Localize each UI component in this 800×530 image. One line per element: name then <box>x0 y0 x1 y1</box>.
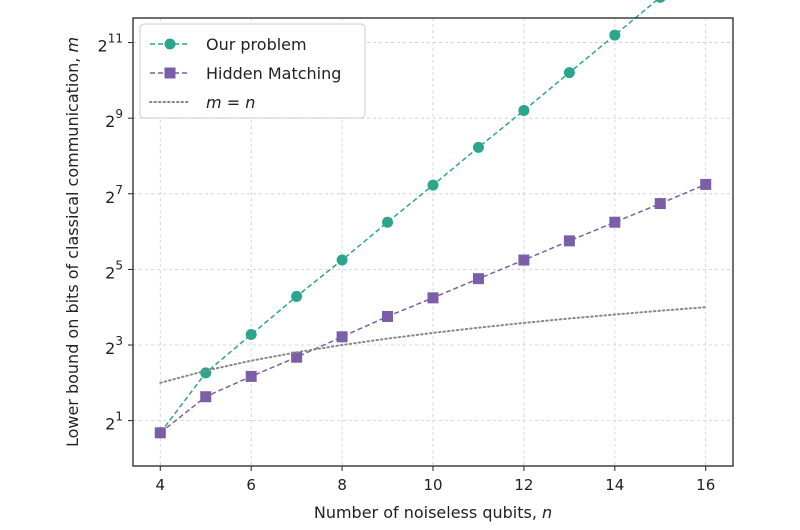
legend-entry-hidden-matching: Hidden Matching <box>150 64 341 83</box>
data-point-hidden-matching <box>382 310 394 322</box>
y-tick-label: 211 <box>98 32 123 56</box>
x-axis-title: Number of noiseless qubits, n <box>314 503 552 522</box>
data-point-our-problem <box>382 216 394 228</box>
axis-ticks: 4 6 8 10 12 14 16 21 23 25 27 29 211 <box>98 32 716 494</box>
x-tick-label: 8 <box>337 476 347 494</box>
data-point-hidden-matching <box>472 273 484 285</box>
y-axis-title-text: Lower bound on bits of classical communi… <box>63 53 82 448</box>
data-point-our-problem <box>245 329 257 341</box>
data-point-our-problem <box>655 0 666 3</box>
data-point-hidden-matching <box>518 254 530 266</box>
data-point-hidden-matching <box>609 216 621 228</box>
x-axis-title-variable: n <box>542 503 552 522</box>
x-tick-label: 10 <box>423 476 442 494</box>
data-point-hidden-matching <box>563 235 575 247</box>
x-tick-label: 4 <box>155 476 165 494</box>
legend-label-hidden-matching: Hidden Matching <box>206 64 341 83</box>
data-point-our-problem <box>563 67 575 79</box>
series-line-m-n <box>159 306 707 384</box>
y-axis-title: Lower bound on bits of classical communi… <box>63 37 82 447</box>
data-point-hidden-matching <box>154 427 166 439</box>
data-point-hidden-matching <box>291 351 303 363</box>
x-tick-label: 6 <box>246 476 256 494</box>
legend-box <box>139 23 366 119</box>
data-point-hidden-matching <box>700 178 712 190</box>
data-point-our-problem <box>609 29 621 41</box>
y-tick-label: 29 <box>105 107 123 131</box>
x-tick-label: 14 <box>605 476 624 494</box>
legend-marker-our-problem <box>164 38 176 50</box>
legend-entry-m-equals-n: m = n <box>149 93 255 112</box>
y-tick-label: 27 <box>105 183 123 207</box>
legend-entry-our-problem: Our problem <box>150 35 307 54</box>
legend: Our problem Hidden Matching m = n <box>139 23 366 119</box>
data-point-our-problem <box>518 104 530 116</box>
data-point-our-problem <box>472 141 484 153</box>
y-tick-label: 21 <box>105 410 123 434</box>
y-tick-label: 23 <box>105 334 123 358</box>
data-point-our-problem <box>291 290 303 302</box>
series-layer <box>154 0 712 439</box>
data-point-hidden-matching <box>654 198 666 210</box>
data-point-our-problem <box>427 179 439 191</box>
legend-label-our-problem: Our problem <box>206 35 307 54</box>
data-point-hidden-matching <box>427 292 439 304</box>
y-axis-title-variable: m <box>63 37 82 53</box>
data-point-hidden-matching <box>336 331 348 343</box>
y-tick-label: 25 <box>105 258 123 282</box>
data-point-our-problem <box>336 254 348 266</box>
x-tick-label: 12 <box>514 476 533 494</box>
data-point-hidden-matching <box>245 370 257 382</box>
data-point-hidden-matching <box>200 391 212 403</box>
x-axis-title-text: Number of noiseless qubits, <box>314 503 542 522</box>
legend-label-m-equals-n: m = n <box>206 93 255 112</box>
x-tick-label: 16 <box>696 476 715 494</box>
legend-marker-hidden-matching <box>164 67 176 79</box>
